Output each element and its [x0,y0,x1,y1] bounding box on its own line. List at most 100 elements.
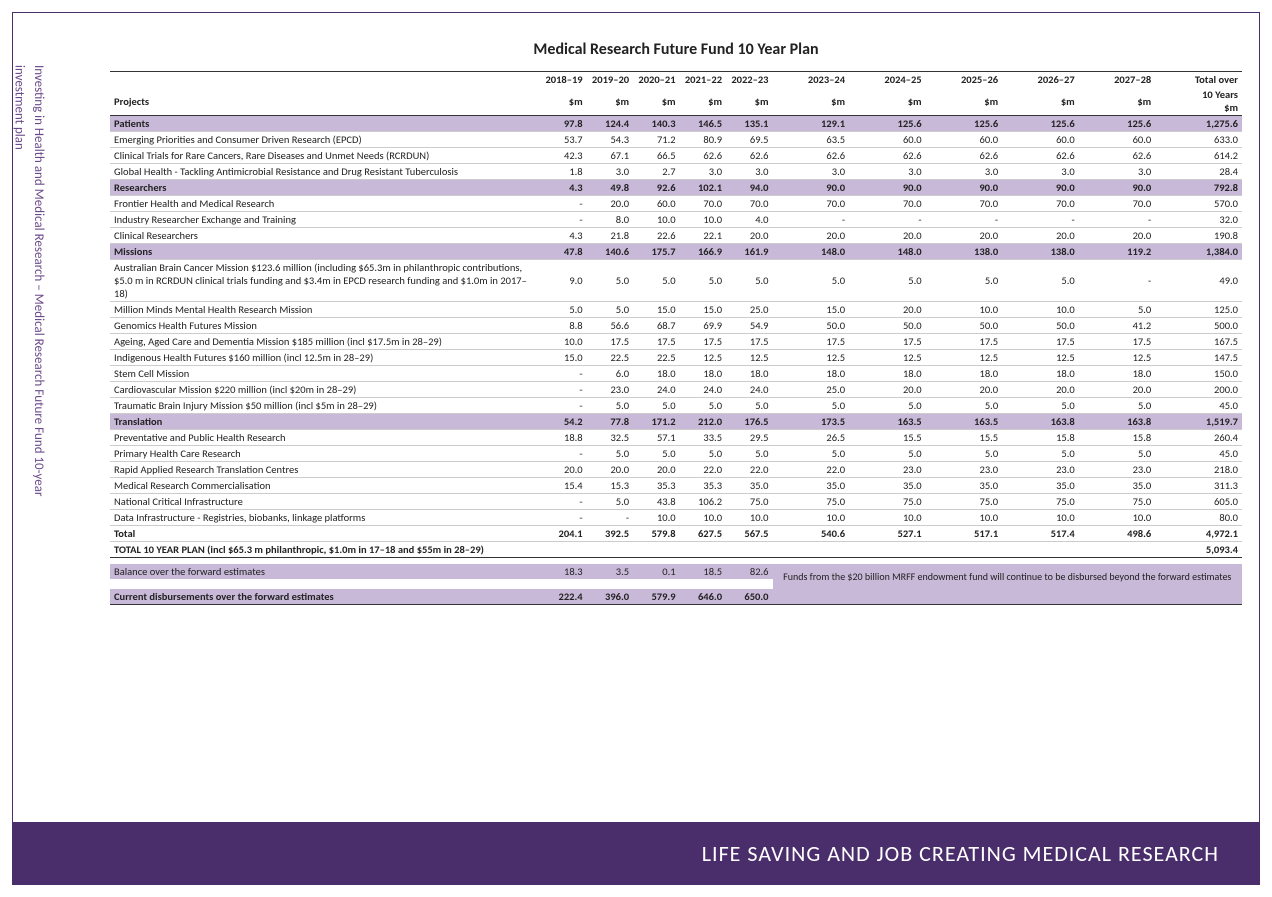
cell: 70.0 [773,196,850,212]
cell: 147.5 [1155,350,1242,366]
cell: 18.0 [633,366,679,382]
cell: 62.6 [1002,148,1079,164]
cell: 26.5 [773,430,850,446]
cell: - [1002,212,1079,228]
cell: 15.0 [540,350,586,366]
cell: 60.0 [633,196,679,212]
cell: 75.0 [926,494,1003,510]
cell: 32.5 [587,430,633,446]
table-row: Medical Research Commercialisation15.415… [110,478,1242,494]
cell: 125.6 [849,116,926,132]
cell: 5.0 [587,302,633,318]
cell: 166.9 [680,244,726,260]
table-row: Translation54.277.8171.2212.0176.5173.51… [110,414,1242,430]
table-row: Global Health - Tackling Antimicrobial R… [110,164,1242,180]
cell: 60.0 [1002,132,1079,148]
cell: 20.0 [849,228,926,244]
cell: 94.0 [726,180,772,196]
cell: 20.0 [540,462,586,478]
cell: 17.5 [587,334,633,350]
cell: 70.0 [849,196,926,212]
cell: 60.0 [849,132,926,148]
year-header: 2020–21 [633,72,679,88]
cell: - [540,382,586,398]
cell: 17.5 [773,334,850,350]
cell: 792.8 [1155,180,1242,196]
cell: 12.5 [726,350,772,366]
cell: 18.0 [926,366,1003,382]
table-row: Data Infrastructure - Registries, bioban… [110,510,1242,526]
cell: 140.6 [587,244,633,260]
table-header: 2018–192019–202020–212021–222022–232023–… [110,72,1242,116]
year-header: 2019–20 [587,72,633,88]
unit-header: $m [1002,87,1079,116]
plan-table: 2018–192019–202020–212021–222022–232023–… [110,71,1242,605]
cell: 90.0 [1002,180,1079,196]
cell: - [540,196,586,212]
table-row: Industry Researcher Exchange and Trainin… [110,212,1242,228]
cell: 5.0 [633,398,679,414]
cell: 62.6 [773,148,850,164]
cell: 41.2 [1079,318,1156,334]
cell: 5.0 [1079,446,1156,462]
cell: - [849,212,926,228]
cell: 62.6 [726,148,772,164]
cell: 135.1 [726,116,772,132]
cell: 18.0 [849,366,926,382]
row-label: Missions [110,244,540,260]
cell: 35.0 [1002,478,1079,494]
footer-text: LIFE SAVING AND JOB CREATING MEDICAL RES… [702,840,1219,867]
cell: 15.0 [680,302,726,318]
cell: 5.0 [926,260,1003,302]
cell: 75.0 [1002,494,1079,510]
cell: 53.7 [540,132,586,148]
cell: 5.0 [726,446,772,462]
cell: 200.0 [1155,382,1242,398]
table-row: Stem Cell Mission-6.018.018.018.018.018.… [110,366,1242,382]
cell: 62.6 [1079,148,1156,164]
cell: 22.5 [587,350,633,366]
cell: 23.0 [849,462,926,478]
cell: 20.0 [1079,228,1156,244]
cell: 5.0 [587,494,633,510]
table-row: Researchers4.349.892.6102.194.090.090.09… [110,180,1242,196]
plan-total-label: TOTAL 10 YEAR PLAN (incl $65.3 m philant… [110,542,1155,558]
cell: 5.0 [680,446,726,462]
cell: 148.0 [773,244,850,260]
cell: 15.8 [1002,430,1079,446]
year-header: 2023–24 [773,72,850,88]
cell: 20.0 [633,462,679,478]
cell: 60.0 [1079,132,1156,148]
table-row: Preventative and Public Health Research1… [110,430,1242,446]
cell: 171.2 [633,414,679,430]
cell: 33.5 [680,430,726,446]
cell: 62.6 [849,148,926,164]
row-label: Frontier Health and Medical Research [110,196,540,212]
cell: 129.1 [773,116,850,132]
cell: 35.0 [849,478,926,494]
cell: 22.0 [726,462,772,478]
cell: 12.5 [1002,350,1079,366]
row-label: Stem Cell Mission [110,366,540,382]
cell: 70.0 [1002,196,1079,212]
row-label: Total [110,526,540,542]
table-row: Ageing, Aged Care and Dementia Mission $… [110,334,1242,350]
cell: 260.4 [1155,430,1242,446]
cell: 10.0 [773,510,850,526]
cell: 18.0 [1079,366,1156,382]
table-row: Clinical Researchers4.321.822.622.120.02… [110,228,1242,244]
unit-header: $m [540,87,586,116]
cell: 21.8 [587,228,633,244]
cell: 77.8 [587,414,633,430]
cell: 23.0 [1002,462,1079,478]
cell: 20.0 [587,196,633,212]
cell: 20.0 [1002,382,1079,398]
cell: 138.0 [1002,244,1079,260]
cell: 5.0 [1079,398,1156,414]
projects-header: Projects [110,87,540,116]
balance-label: Balance over the forward estimates [110,564,540,579]
cell: 3.0 [773,164,850,180]
cell: 163.8 [1079,414,1156,430]
cell: 570.0 [1155,196,1242,212]
cell: 10.0 [633,212,679,228]
